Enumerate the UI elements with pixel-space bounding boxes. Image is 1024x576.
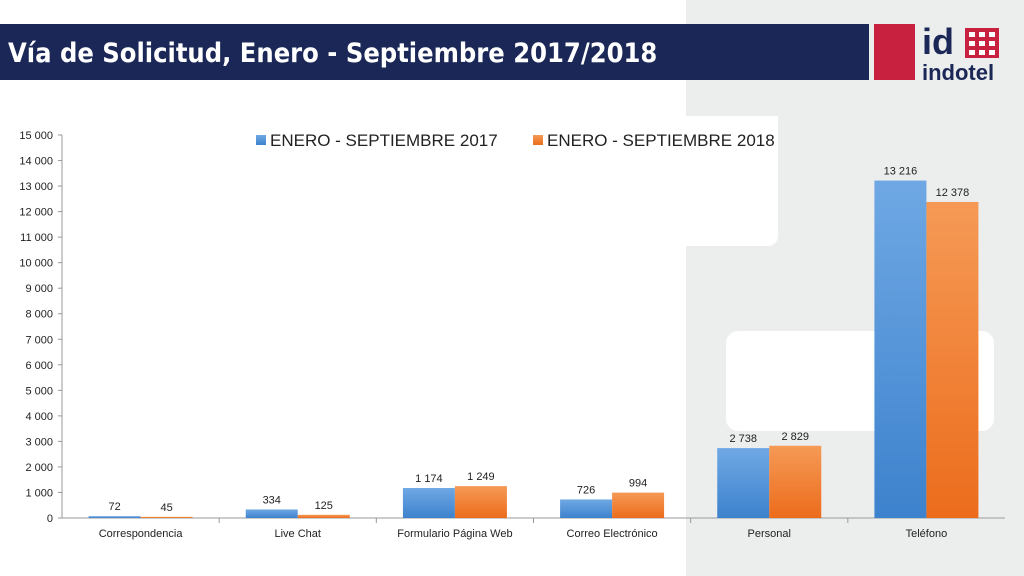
logo-red-block <box>874 24 915 80</box>
y-tick-label: 0 <box>47 513 53 525</box>
bar-2017 <box>874 180 927 519</box>
y-tick-label: 6 000 <box>25 360 53 372</box>
data-label: 72 <box>108 501 120 513</box>
bar-2017 <box>245 509 298 518</box>
legend-swatch <box>256 135 266 145</box>
x-category-label: Personal <box>748 528 791 540</box>
legend-label: ENERO - SEPTIEMBRE 2018 <box>547 131 775 150</box>
data-label: 45 <box>160 502 172 514</box>
x-category-label: Live Chat <box>275 528 321 540</box>
chart-bars: 72 45 334 125 1 174 1 249 726 994 2 738 2 829 13 2… <box>88 166 979 519</box>
slide-title: Vía de Solicitud, Enero - Septiembre 201… <box>8 38 658 69</box>
y-tick-label: 8 000 <box>25 309 53 321</box>
chart-axes: 0 1 000 2 000 3 000 4 000 5 000 6 000 7 000 8 00… <box>19 130 1005 540</box>
bar-2018 <box>926 201 979 518</box>
data-label: 13 216 <box>884 166 918 178</box>
y-tick-label: 10 000 <box>19 258 53 270</box>
legend-label: ENERO - SEPTIEMBRE 2017 <box>270 131 498 150</box>
y-tick-label: 13 000 <box>19 181 53 193</box>
x-category-label: Teléfono <box>906 528 948 540</box>
y-tick-label: 2 000 <box>25 462 53 474</box>
y-tick-label: 4 000 <box>25 411 53 423</box>
y-tick-label: 9 000 <box>25 283 53 295</box>
y-tick-label: 14 000 <box>19 156 53 168</box>
bar-chart: 0 1 000 2 000 3 000 4 000 5 000 6 000 7 000 8 00… <box>19 130 1005 540</box>
data-label: 12 378 <box>936 187 970 199</box>
x-category-label: Formulario Página Web <box>397 528 512 540</box>
y-tick-label: 3 000 <box>25 436 53 448</box>
y-tick-label: 12 000 <box>19 207 53 219</box>
data-label: 334 <box>263 494 281 506</box>
data-label: 1 249 <box>467 471 495 483</box>
logo-mark-text: id <box>922 21 954 62</box>
x-category-label: Correspondencia <box>99 528 184 540</box>
legend-swatch <box>533 135 543 145</box>
bar-2017 <box>560 499 613 518</box>
chart-legend: ENERO - SEPTIEMBRE 2017 ENERO - SEPTIEMBR… <box>256 131 775 150</box>
bar-2017 <box>402 488 455 518</box>
bar-2018 <box>454 486 507 518</box>
title-bar <box>0 24 869 80</box>
bar-2018 <box>297 514 350 518</box>
data-label: 1 174 <box>415 473 443 485</box>
bar-2017 <box>88 516 141 518</box>
data-label: 125 <box>315 500 333 512</box>
y-tick-label: 15 000 <box>19 130 53 142</box>
bar-2018 <box>769 445 822 518</box>
y-tick-label: 5 000 <box>25 385 53 397</box>
y-tick-label: 7 000 <box>25 334 53 346</box>
y-tick-label: 11 000 <box>20 232 53 244</box>
data-label: 994 <box>629 478 647 490</box>
data-label: 2 829 <box>781 431 809 443</box>
data-label: 2 738 <box>729 433 757 445</box>
bar-2017 <box>717 448 770 518</box>
x-category-label: Correo Electrónico <box>567 528 658 540</box>
y-tick-label: 1 000 <box>25 487 53 499</box>
indotel-logo: id indotel <box>922 21 999 85</box>
logo-wordmark: indotel <box>922 60 994 85</box>
bar-2018 <box>612 492 665 518</box>
background-card <box>686 116 778 246</box>
data-label: 726 <box>577 484 595 496</box>
bar-2018 <box>140 516 193 518</box>
